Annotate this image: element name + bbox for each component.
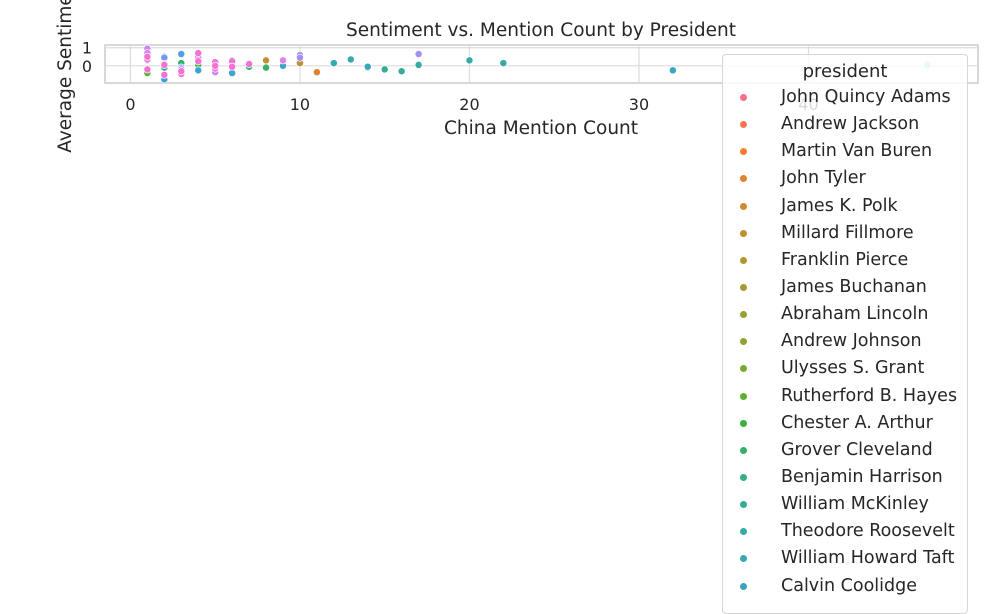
legend-marker (740, 501, 747, 509)
data-point (363, 62, 372, 71)
x-tick-label: 20 (459, 95, 479, 114)
legend-marker (740, 555, 747, 563)
data-point (245, 60, 254, 68)
legend-item: Millard Fillmore (723, 220, 967, 247)
legend-item: Rutherford B. Hayes (723, 383, 967, 410)
y-axis-label: Average Sentiment (55, 0, 76, 153)
legend-item: William McKinley (723, 491, 967, 518)
legend-marker (740, 202, 747, 210)
legend-marker (740, 175, 747, 183)
legend-marker (740, 256, 747, 264)
data-point (329, 59, 338, 68)
legend-item: Grover Cleveland (723, 437, 967, 464)
legend-item: James K. Polk (723, 193, 967, 220)
legend-label: Andrew Johnson (781, 331, 922, 352)
legend-marker (740, 473, 747, 481)
legend-label: Benjamin Harrison (781, 466, 943, 487)
legend-label: Martin Van Buren (781, 141, 933, 162)
legend-marker (740, 419, 747, 427)
data-point (499, 59, 508, 68)
legend-marker (740, 148, 747, 156)
legend-item: Franklin Pierce (723, 247, 967, 274)
data-point (295, 53, 304, 62)
legend-item: Martin Van Buren (723, 138, 967, 165)
data-point (414, 50, 423, 58)
data-point (346, 55, 355, 64)
legend-item: Theodore Roosevelt (723, 518, 967, 545)
legend-label: Rutherford B. Hayes (781, 385, 958, 406)
legend-marker (740, 446, 747, 454)
x-tick-label: 30 (629, 95, 649, 114)
legend-marker (740, 311, 747, 319)
data-point (380, 65, 389, 74)
legend-item: Abraham Lincoln (723, 301, 967, 328)
legend-item: Chester A. Arthur (723, 410, 967, 437)
legend: president John Quincy Adams Andrew Jackso… (722, 54, 968, 614)
data-point (177, 50, 186, 58)
legend-label: Chester A. Arthur (781, 412, 933, 433)
data-point (160, 60, 169, 69)
legend-item: William Howard Taft (723, 545, 967, 572)
legend-marker (740, 582, 747, 590)
legend-title: president (802, 61, 888, 82)
legend-marker (740, 94, 747, 101)
legend-label: Franklin Pierce (781, 249, 909, 270)
legend-item: Andrew Jackson (723, 111, 967, 138)
legend-marker (740, 121, 747, 129)
legend-marker (740, 365, 747, 373)
legend-item: John Tyler (723, 165, 967, 192)
legend-item: John Quincy Adams (723, 84, 967, 111)
legend-item: James Buchanan (723, 274, 967, 301)
data-point (143, 52, 152, 61)
data-point (211, 61, 220, 70)
legend-label: Millard Fillmore (781, 222, 914, 243)
legend-marker (740, 229, 747, 237)
legend-marker (740, 392, 747, 400)
legend-marker (740, 338, 747, 346)
data-point (465, 56, 474, 65)
chart-title: Sentiment vs. Mention Count by President (346, 20, 736, 41)
data-point (262, 56, 270, 65)
legend-label: John Tyler (781, 168, 866, 189)
legend-item: Calvin Coolidge (723, 573, 967, 600)
data-point (312, 68, 321, 77)
data-point (668, 66, 677, 75)
data-point (262, 63, 270, 72)
x-tick-label: 10 (290, 95, 310, 114)
data-point (279, 56, 287, 65)
legend-label: Abraham Lincoln (781, 304, 929, 325)
data-points (143, 44, 932, 84)
data-point (194, 57, 203, 66)
data-point (414, 60, 423, 69)
legend-label: Grover Cleveland (781, 439, 933, 460)
data-point (177, 67, 186, 76)
legend-item: Andrew Johnson (723, 328, 967, 355)
legend-item: Ulysses S. Grant (723, 355, 967, 382)
legend-marker (740, 528, 747, 536)
x-axis-label: China Mention Count (444, 118, 638, 139)
legend-label: Andrew Jackson (781, 114, 920, 135)
legend-label: Theodore Roosevelt (781, 521, 955, 542)
legend-label: William McKinley (781, 494, 929, 515)
legend-label: William Howard Taft (781, 548, 955, 569)
data-point (228, 62, 237, 71)
data-point (194, 49, 203, 58)
data-point (143, 65, 152, 74)
legend-label: Ulysses S. Grant (781, 358, 925, 379)
legend-marker (740, 283, 747, 291)
data-point (397, 67, 406, 76)
legend-items: John Quincy Adams Andrew Jackson Martin Va… (723, 84, 967, 600)
legend-label: James Buchanan (781, 276, 927, 297)
data-point (160, 70, 169, 79)
legend-label: John Quincy Adams (781, 87, 951, 107)
data-point (194, 66, 203, 75)
y-tick-label: 1 (82, 39, 92, 58)
legend-item: Benjamin Harrison (723, 464, 967, 491)
x-tick-label: 0 (125, 95, 135, 114)
y-tick-label: 0 (82, 57, 92, 76)
legend-label: James K. Polk (781, 195, 898, 216)
legend-label: Calvin Coolidge (781, 575, 918, 596)
